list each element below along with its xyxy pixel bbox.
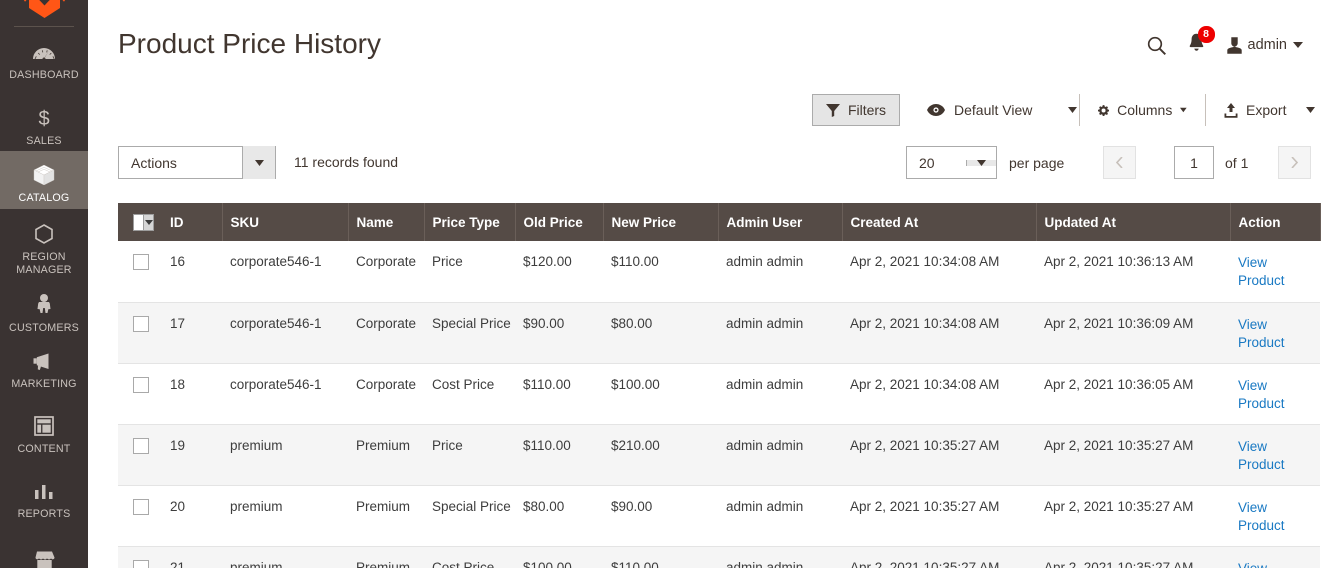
svg-text:$: $ [38,108,49,129]
